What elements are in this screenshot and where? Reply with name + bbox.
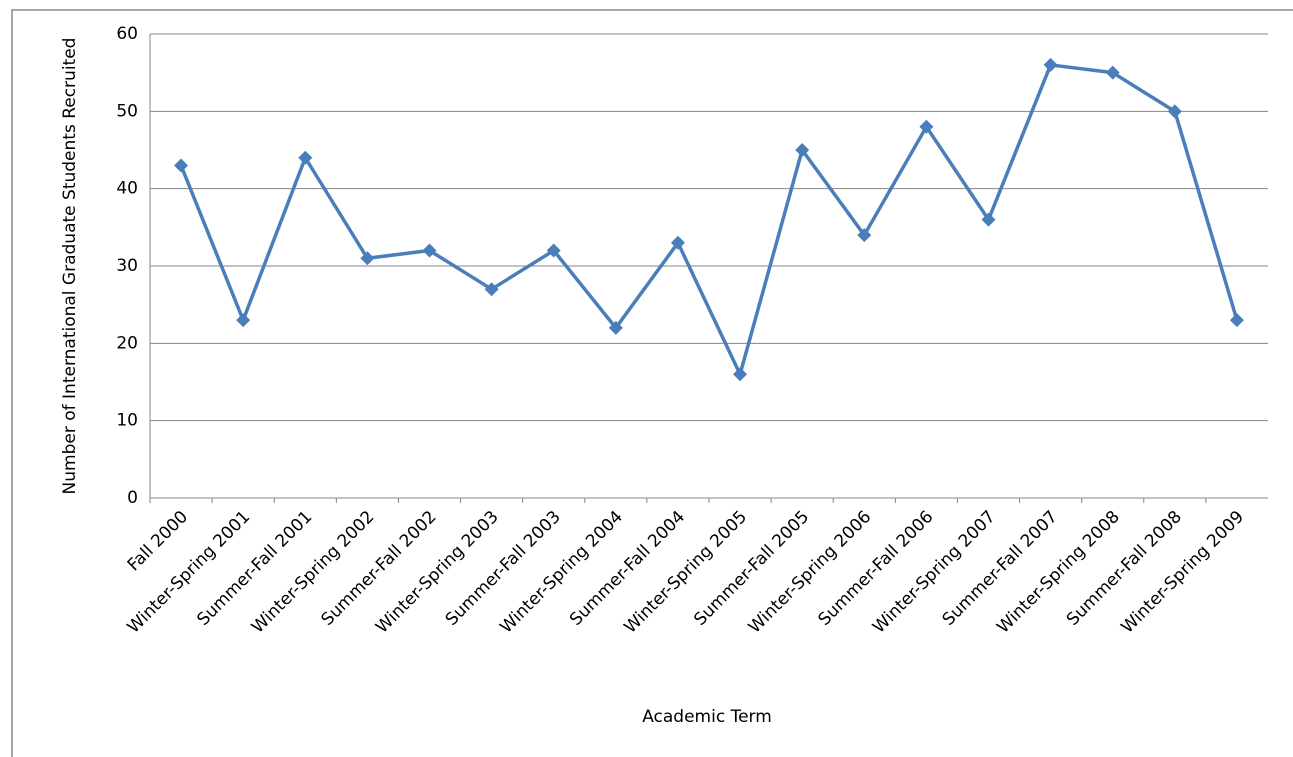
data-point bbox=[670, 235, 685, 250]
y-tick-label: 40 bbox=[116, 179, 138, 199]
data-point bbox=[484, 282, 499, 297]
data-point bbox=[422, 243, 437, 258]
x-tick-label: Winter-Spring 2003 bbox=[372, 507, 503, 638]
x-tick-label: Winter-Spring 2007 bbox=[869, 507, 1000, 638]
chart-frame bbox=[11, 9, 1293, 757]
y-tick-label: 50 bbox=[116, 101, 138, 121]
data-point bbox=[236, 313, 251, 328]
data-point bbox=[1105, 65, 1120, 80]
x-tick-label: Summer-Fall 2008 bbox=[1063, 507, 1186, 630]
x-tick-label: Summer-Fall 2007 bbox=[939, 507, 1062, 630]
x-tick-label: Summer-Fall 2002 bbox=[318, 507, 441, 630]
x-tick-label: Summer-Fall 2001 bbox=[193, 507, 316, 630]
data-point bbox=[298, 150, 313, 165]
data-line bbox=[179, 63, 1239, 377]
x-tick-label: Winter-Spring 2001 bbox=[124, 507, 255, 638]
data-point bbox=[546, 243, 561, 258]
y-tick-label: 20 bbox=[116, 333, 138, 353]
data-point bbox=[733, 367, 748, 382]
x-tick-label: Winter-Spring 2005 bbox=[621, 507, 752, 638]
y-tick-label: 10 bbox=[116, 411, 138, 431]
data-point bbox=[608, 320, 623, 335]
data-point bbox=[1229, 313, 1244, 328]
data-point bbox=[981, 212, 996, 227]
data-point bbox=[174, 158, 189, 173]
data-point bbox=[857, 228, 872, 243]
x-tick-label: Winter-Spring 2002 bbox=[248, 507, 379, 638]
x-axis-title: Academic Term bbox=[642, 707, 772, 727]
y-tick-label: 60 bbox=[116, 24, 138, 44]
y-tick-label: 0 bbox=[127, 488, 138, 508]
x-tick-label: Winter-Spring 2006 bbox=[745, 507, 876, 638]
y-axis-title: Number of International Graduate Student… bbox=[60, 38, 80, 495]
x-tick-label: Summer-Fall 2005 bbox=[690, 507, 813, 630]
data-point bbox=[919, 119, 934, 134]
data-point bbox=[795, 143, 810, 157]
x-tick-label: Winter-Spring 2004 bbox=[496, 507, 627, 638]
data-point bbox=[360, 251, 375, 266]
x-tick-label: Winter-Spring 2009 bbox=[1117, 507, 1248, 638]
x-tick-label: Summer-Fall 2004 bbox=[566, 507, 689, 630]
data-point bbox=[1167, 104, 1182, 119]
data-point bbox=[1043, 57, 1058, 72]
x-tick-label: Winter-Spring 2008 bbox=[993, 507, 1124, 638]
x-tick-label: Summer-Fall 2003 bbox=[442, 507, 565, 630]
y-tick-label: 30 bbox=[116, 256, 138, 276]
x-tick-label: Summer-Fall 2006 bbox=[814, 507, 937, 630]
